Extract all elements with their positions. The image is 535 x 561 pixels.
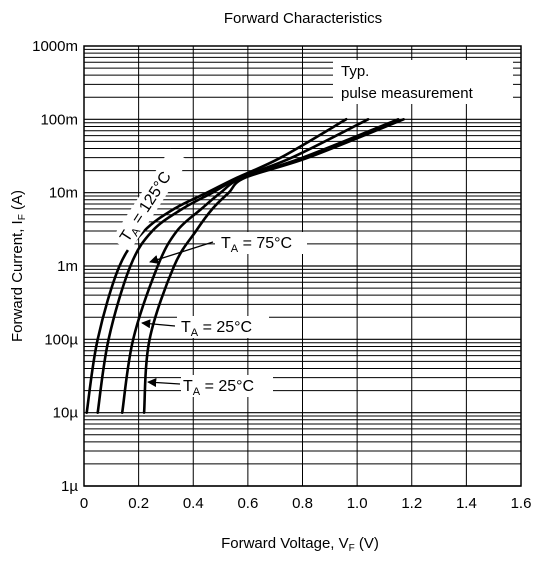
annotation-75c-sub: A (231, 243, 239, 255)
series-line-1 (96, 118, 370, 414)
x-axis-label-main: Forward Voltage, V (221, 535, 349, 552)
y-tick-label-6: 1µ (61, 478, 78, 495)
annotation-25c-upper-sub: A (191, 327, 199, 339)
y-tick-label-3: 1m (57, 258, 78, 275)
svg-text:TA = 75°C: TA = 75°C (221, 235, 292, 255)
y-axis-label-main: Forward Current, I (9, 220, 26, 342)
annotation-25c-lower-sub: A (193, 386, 201, 398)
y-tick-label-4: 100µ (44, 331, 78, 348)
x-tick-label-6: 1.2 (401, 495, 422, 512)
annotation-25c-upper-t: T (181, 319, 191, 336)
y-axis-label: Forward Current, IF (A) (9, 190, 28, 342)
series-line-3 (142, 118, 405, 414)
annotation-25c-lower-rest: = 25°C (200, 378, 254, 395)
y-tick-labels: 1000m 100m 10m 1m 100µ 10µ 1µ (32, 38, 78, 495)
series-curves (85, 118, 405, 414)
chart-title: Forward Characteristics (224, 10, 382, 27)
annotation-75c: TA = 75°C (149, 232, 307, 264)
x-tick-label-7: 1.4 (456, 495, 477, 512)
annotation-pulse-measurement: Typ. pulse measurement (333, 60, 513, 104)
x-tick-label-0: 0 (80, 495, 88, 512)
y-axis-label-unit: (A) (9, 190, 26, 214)
annotation-typ: Typ. (341, 63, 369, 80)
annotation-pulse: pulse measurement (341, 85, 474, 102)
annotation-125c: TA = 125°C (111, 148, 189, 252)
series-line-0 (85, 118, 348, 414)
x-tick-label-3: 0.6 (237, 495, 258, 512)
y-tick-label-5: 10µ (53, 405, 79, 422)
y-tick-label-0: 1000m (32, 38, 78, 55)
annotation-25c-upper: TA = 25°C (141, 316, 269, 339)
x-axis-label-unit: (V) (355, 535, 379, 552)
x-tick-labels: 0 0.2 0.4 0.6 0.8 1.0 1.2 1.4 1.6 (80, 495, 532, 512)
y-axis-label-sub: F (17, 214, 28, 220)
annotation-75c-t: T (221, 235, 231, 252)
plot-frame (83, 45, 522, 487)
series-line-2 (120, 118, 400, 414)
grid-lines (83, 46, 522, 487)
annotation-75c-rest: = 75°C (238, 235, 292, 252)
y-tick-label-1: 100m (40, 111, 78, 128)
annotation-25c-lower-t: T (183, 378, 193, 395)
x-tick-label-2: 0.4 (183, 495, 204, 512)
svg-text:TA = 25°C: TA = 25°C (181, 319, 252, 339)
y-tick-label-2: 10m (49, 185, 78, 202)
x-tick-label-5: 1.0 (347, 495, 368, 512)
x-tick-label-1: 0.2 (128, 495, 149, 512)
svg-text:TA = 25°C: TA = 25°C (183, 378, 254, 398)
x-tick-label-8: 1.6 (511, 495, 532, 512)
annotation-25c-upper-rest: = 25°C (198, 319, 252, 336)
x-tick-label-4: 0.8 (292, 495, 313, 512)
x-axis-label-sub: F (349, 543, 355, 554)
annotation-25c-lower: TA = 25°C (147, 375, 273, 398)
x-axis-label: Forward Voltage, VF (V) (221, 535, 379, 554)
